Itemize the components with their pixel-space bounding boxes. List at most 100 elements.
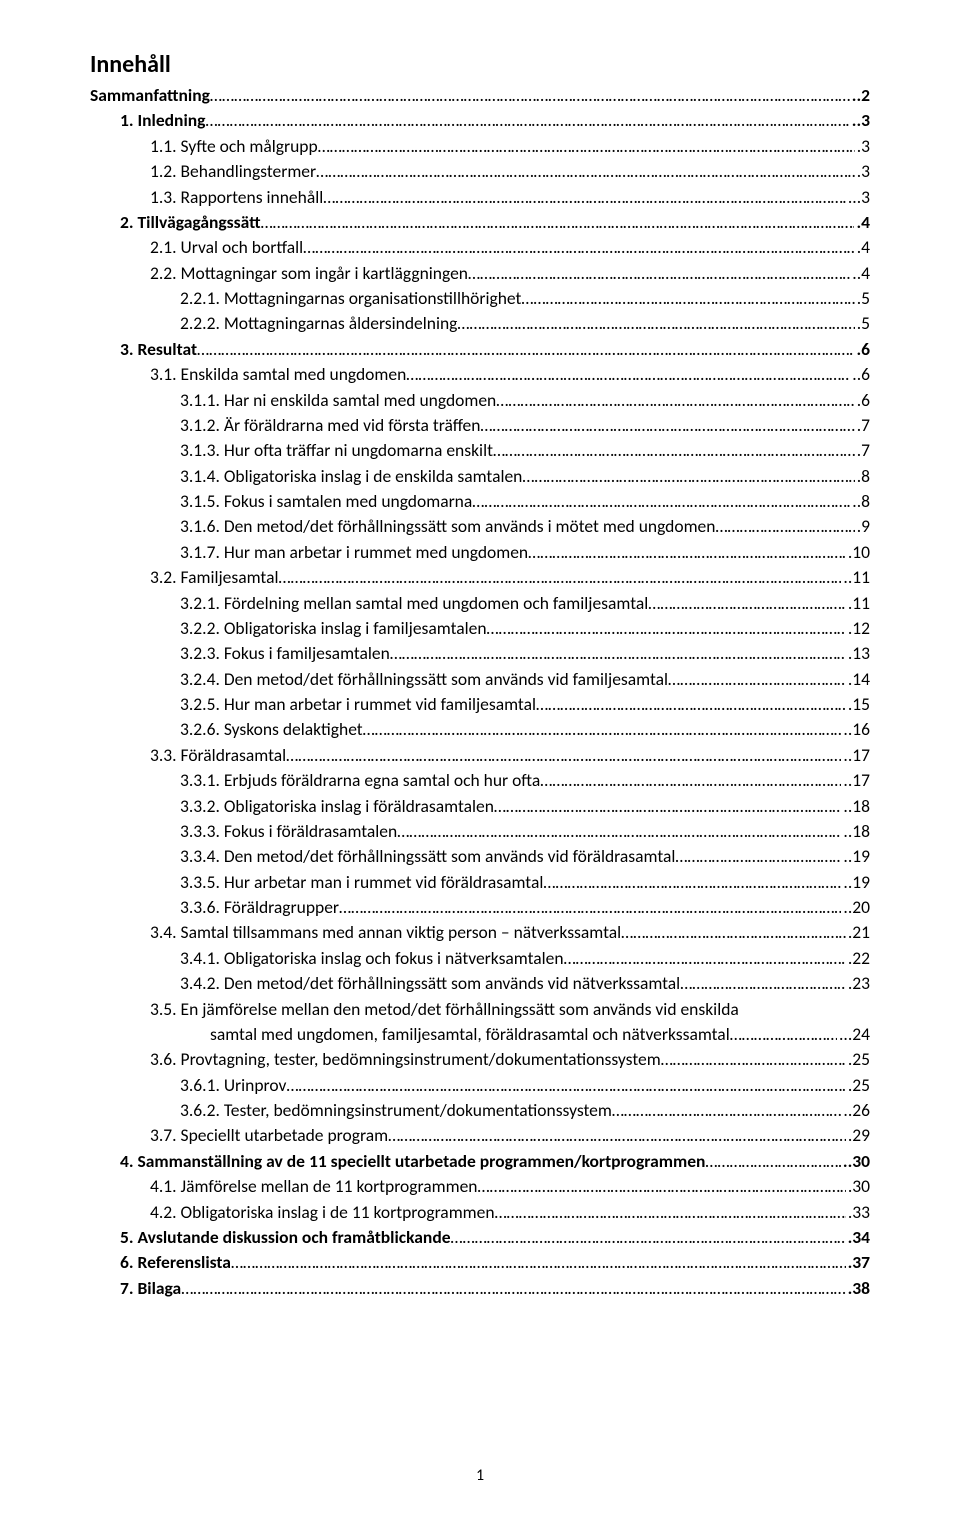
- toc-entry-label: Sammanfattning: [90, 83, 210, 108]
- toc-entry-label: 3.2.3. Fokus i familjesamtalen: [90, 641, 390, 666]
- toc-entry-page: .21: [846, 920, 870, 945]
- toc-leader-dots: [406, 362, 850, 387]
- toc-entry-page: ..2: [850, 83, 870, 108]
- toc-entry-label: 3.2.5. Hur man arbetar i rummet vid fami…: [90, 692, 536, 717]
- toc-entry: 3.3. Föräldrasamtal..17: [90, 743, 870, 768]
- toc-leader-dots: [468, 261, 850, 286]
- toc-entry: samtal med ungdomen, familjesamtal, förä…: [90, 1022, 870, 1047]
- toc-entry-label: 7. Bilaga: [90, 1276, 181, 1301]
- toc-leader-dots: [494, 794, 842, 819]
- toc-entry: 3.2. Familjesamtal..11: [90, 565, 870, 590]
- toc-leader-dots: [648, 591, 846, 616]
- toc-entry-page: .5: [855, 286, 870, 311]
- toc-entry: 3.2.5. Hur man arbetar i rummet vid fami…: [90, 692, 870, 717]
- toc-leader-dots: [621, 920, 846, 945]
- toc-leader-dots: [495, 1200, 846, 1225]
- toc-entry-label: 2.2. Mottagningar som ingår i kartläggni…: [90, 261, 468, 286]
- toc-leader-dots: [536, 692, 846, 717]
- toc-entry-page: ..18: [841, 819, 870, 844]
- toc-entry: Sammanfattning ..2: [90, 83, 870, 108]
- toc-entry-label: 3.3.5. Hur arbetar man i rummet vid förä…: [90, 870, 543, 895]
- toc-leader-dots: [278, 565, 841, 590]
- toc-entry-label: 3.5. En jämförelse mellan den metod/det …: [90, 997, 739, 1022]
- toc-entry-label: 3.6.1. Urinprov: [90, 1073, 286, 1098]
- toc-entry-page: .10: [846, 540, 870, 565]
- toc-entry: 1. Inledning..3: [90, 108, 870, 133]
- toc-entry-page: .34: [846, 1225, 870, 1250]
- toc-entry-label: 6. Referenslista: [90, 1250, 231, 1275]
- toc-entry: 3.7. Speciellt utarbetade program .29: [90, 1123, 870, 1148]
- toc-leader-dots: [451, 1225, 846, 1250]
- toc-leader-dots: [205, 108, 849, 133]
- toc-entry-label: 2. Tillvägagångssätt: [90, 210, 261, 235]
- document-page: Innehåll Sammanfattning..21. Inledning..…: [0, 0, 960, 1515]
- toc-entry-page: ..17: [841, 768, 870, 793]
- toc-entry-label: 3.3.3. Fokus i föräldrasamtalen: [90, 819, 397, 844]
- toc-entry: 3.4.1. Obligatoriska inslag och fokus i …: [90, 946, 870, 971]
- toc-entry-label: 3.1. Enskilda samtal med ungdomen: [90, 362, 406, 387]
- toc-entry: 3.5. En jämförelse mellan den metod/det …: [90, 997, 870, 1022]
- toc-entry-page: ..19: [841, 870, 870, 895]
- toc-entry-label: 3.1.2. Är föräldrarna med vid första trä…: [90, 413, 480, 438]
- toc-entry-label: 3.7. Speciellt utarbetade program: [90, 1123, 388, 1148]
- toc-entry-label: 1.2. Behandlingstermer: [90, 159, 316, 184]
- toc-entry-page: .4: [855, 235, 870, 260]
- toc-entry-label: 3.3.1. Erbjuds föräldrarna egna samtal o…: [90, 768, 540, 793]
- toc-entry-page: ..4: [850, 261, 870, 286]
- toc-entry: 3.2.6. Syskons delaktighet..16: [90, 717, 870, 742]
- toc-leader-dots: [231, 1250, 846, 1275]
- toc-entry-page: .6: [854, 337, 870, 362]
- toc-entry: 2.1. Urval och bortfall.4: [90, 235, 870, 260]
- page-number: 1: [90, 1466, 870, 1485]
- toc-leader-dots: [303, 235, 855, 260]
- toc-entry-label: 1.3. Rapportens innehåll: [90, 185, 323, 210]
- toc-entry-page: ..30: [841, 1149, 870, 1174]
- toc-entry-page: .29: [846, 1123, 870, 1148]
- toc-entry-page: .23: [846, 971, 870, 996]
- toc-leader-dots: [540, 768, 841, 793]
- toc-entry-page: .15: [846, 692, 870, 717]
- toc-entry-page: ..20: [841, 895, 870, 920]
- toc-entry: 3.1.1. Har ni enskilda samtal med ungdom…: [90, 388, 870, 413]
- toc-entry-page: ..17: [841, 743, 870, 768]
- toc-entry-page: .37: [846, 1250, 870, 1275]
- toc-entry-label: samtal med ungdomen, familjesamtal, förä…: [90, 1022, 730, 1047]
- toc-entry: 3.3.1. Erbjuds föräldrarna egna samtal o…: [90, 768, 870, 793]
- toc-leader-dots: [478, 1174, 846, 1199]
- toc-entry-label: 3.1.4. Obligatoriska inslag i de enskild…: [90, 464, 522, 489]
- toc-leader-dots: [472, 489, 850, 514]
- toc-entry-page: .6: [855, 388, 870, 413]
- toc-leader-dots: [705, 1149, 840, 1174]
- toc-entry: 3.6.1. Urinprov.25: [90, 1073, 870, 1098]
- toc-entry: 4. Sammanställning av de 11 speciellt ut…: [90, 1149, 870, 1174]
- toc-entry-label: 3.6. Provtagning, tester, bedömningsinst…: [90, 1047, 661, 1072]
- toc-leader-dots: [661, 1047, 846, 1072]
- toc-leader-dots: [181, 1276, 845, 1301]
- toc-entry: 3. Resultat.6: [90, 337, 870, 362]
- toc-entry: 3.4. Samtal tillsammans med annan viktig…: [90, 920, 870, 945]
- toc-entry: 2.2. Mottagningar som ingår i kartläggni…: [90, 261, 870, 286]
- toc-entry: 3.1.7. Hur man arbetar i rummet med ungd…: [90, 540, 870, 565]
- toc-entry: 3.3.5. Hur arbetar man i rummet vid förä…: [90, 870, 870, 895]
- toc-leader-dots: [210, 83, 850, 108]
- toc-entry: 3.6.2. Tester, bedömningsinstrument/doku…: [90, 1098, 870, 1123]
- toc-entry-label: 3.1.6. Den metod/det förhållningssätt so…: [90, 514, 715, 539]
- toc-entry: 3.1. Enskilda samtal med ungdomen..6: [90, 362, 870, 387]
- toc-leader-dots: [261, 210, 855, 235]
- toc-entry: 2.2.1. Mottagningarnas organisationstill…: [90, 286, 870, 311]
- toc-entry-label: 3.6.2. Tester, bedömningsinstrument/doku…: [90, 1098, 612, 1123]
- toc-leader-dots: [564, 946, 846, 971]
- toc-entry-page: .5: [855, 311, 870, 336]
- toc-entry: 3.2.1. Fördelning mellan samtal med ungd…: [90, 591, 870, 616]
- toc-entry-label: 1.1. Syfte och målgrupp: [90, 134, 318, 159]
- toc-entry: 3.1.3. Hur ofta träffar ni ungdomarna en…: [90, 438, 870, 463]
- toc-entry-page: .3: [855, 134, 870, 159]
- toc-entry: 1.3. Rapportens innehåll...3: [90, 185, 870, 210]
- toc-leader-dots: [286, 743, 841, 768]
- toc-leader-dots: [457, 311, 854, 336]
- toc-entry: 3.3.6. Föräldragrupper..20: [90, 895, 870, 920]
- toc-entry-page: .7: [855, 438, 870, 463]
- toc-entry-page: .4: [854, 210, 870, 235]
- toc-entry: 3.2.4. Den metod/det förhållningssätt so…: [90, 667, 870, 692]
- toc-entry: 5. Avslutande diskussion och framåtblick…: [90, 1225, 870, 1250]
